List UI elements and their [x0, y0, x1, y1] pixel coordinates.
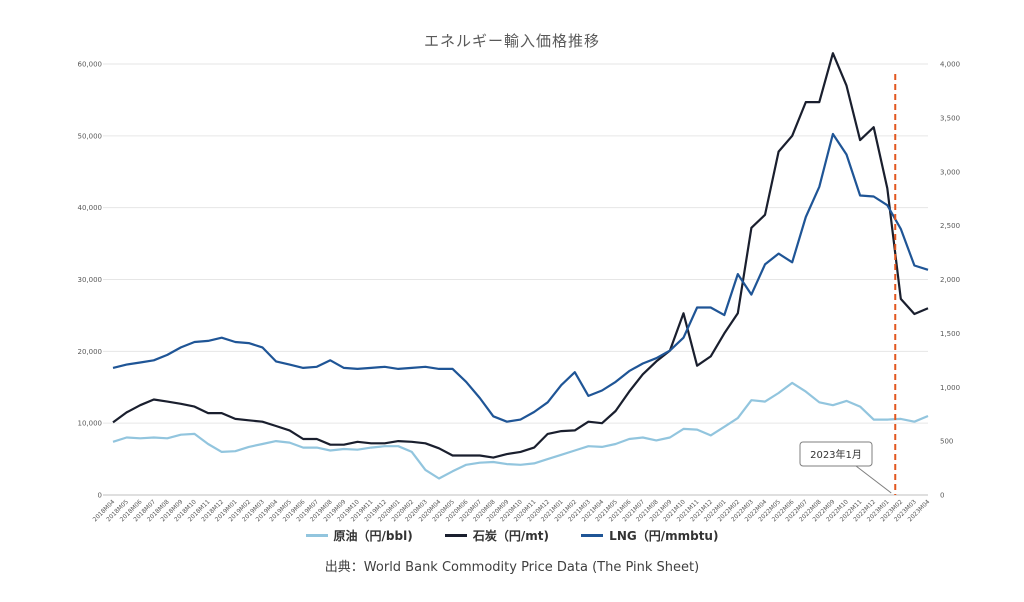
- left-tick-label: 30,000: [78, 276, 103, 284]
- chart-title: エネルギー輸入価格推移: [423, 32, 600, 50]
- series-line-2[interactable]: [112, 132, 929, 423]
- left-tick-label: 0: [98, 492, 102, 500]
- source-note: 出典：World Bank Commodity Price Data (The …: [324, 560, 700, 575]
- legend-swatch-lng: [581, 534, 604, 537]
- right-tick-label: 1,000: [940, 384, 960, 392]
- legend-label-coal: 石炭（円/mt): [472, 529, 549, 543]
- right-tick-label: 0: [940, 492, 944, 500]
- annotation-label: 2023年1月: [810, 448, 862, 461]
- series-line-1[interactable]: [112, 52, 929, 459]
- legend-label-crude-oil: 原油（円/bbl): [333, 529, 413, 543]
- left-tick-label: 60,000: [78, 61, 103, 69]
- annotation-layer: 2023年1月: [799, 74, 897, 495]
- series-layer: [112, 52, 929, 480]
- series-line-0[interactable]: [112, 381, 929, 480]
- left-tick-label: 50,000: [78, 132, 103, 140]
- x-axis-ticks: 2018M042018M052018M062018M072018M082018M…: [92, 498, 932, 523]
- legend-swatch-coal: [444, 534, 467, 537]
- right-tick-label: 1,500: [940, 330, 960, 338]
- right-tick-label: 2,000: [940, 276, 960, 284]
- right-tick-label: 2,500: [940, 222, 960, 230]
- right-tick-label: 500: [940, 438, 953, 446]
- legend-item-coal[interactable]: 石炭（円/mt): [444, 527, 549, 544]
- legend-item-lng[interactable]: LNG（円/mmbtu): [581, 527, 718, 544]
- right-tick-label: 3,000: [940, 168, 960, 176]
- legend: 原油（円/bbl) 石炭（円/mt) LNG（円/mmbtu): [0, 527, 1024, 544]
- left-tick-label: 10,000: [78, 420, 103, 428]
- right-tick-label: 3,500: [940, 114, 960, 122]
- left-tick-label: 40,000: [78, 204, 103, 212]
- grid-layer: [103, 63, 928, 496]
- left-axis-ticks: 0 10,000 20,000 30,000 40,000 50,000 60,000: [78, 61, 103, 500]
- legend-swatch-crude-oil: [305, 534, 328, 537]
- annotation-pointer: [855, 465, 892, 494]
- legend-item-crude-oil[interactable]: 原油（円/bbl): [305, 527, 413, 544]
- legend-label-lng: LNG（円/mmbtu): [609, 529, 719, 543]
- right-axis-ticks: 0 500 1,000 1,500 2,000 2,500 3,000 3,500 4,000: [940, 61, 960, 500]
- annotation-callout: [799, 441, 873, 467]
- right-tick-label: 4,000: [940, 61, 960, 69]
- left-tick-label: 20,000: [78, 348, 103, 356]
